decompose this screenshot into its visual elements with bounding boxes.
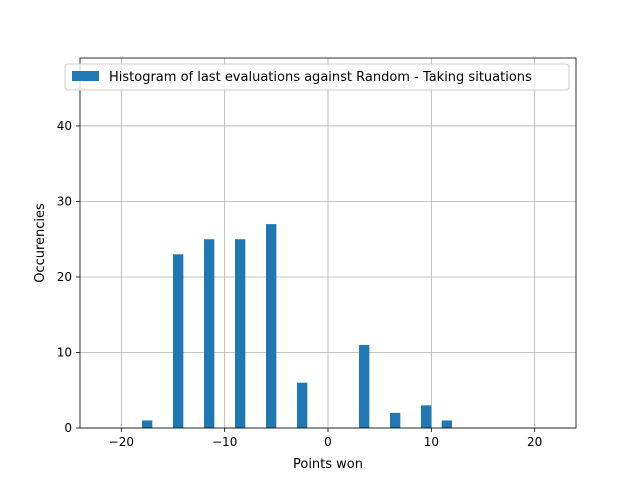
x-tick-label: 10 (424, 435, 439, 449)
x-tick-label: 0 (324, 435, 332, 449)
legend-swatch (72, 71, 99, 81)
histogram-bar (421, 405, 432, 428)
histogram-bar (142, 420, 153, 428)
bars (142, 224, 452, 428)
y-axis-ticks: 0 10 20 30 40 (57, 119, 80, 435)
y-tick-label: 10 (57, 345, 72, 359)
x-tick-label: −20 (109, 435, 134, 449)
x-axis-label: Points won (293, 457, 363, 472)
y-axis-label: Occurencies (33, 203, 48, 283)
x-axis-ticks: −20 −10 0 10 20 (109, 428, 542, 449)
histogram-bar (297, 382, 308, 428)
histogram-bar (359, 344, 370, 428)
y-tick-label: 30 (57, 194, 72, 208)
histogram-bar (441, 420, 452, 428)
y-tick-label: 20 (57, 270, 72, 284)
y-tick-label: 0 (64, 421, 72, 435)
histogram-bar (173, 254, 184, 428)
histogram-bar (266, 224, 277, 428)
histogram-bar (204, 239, 215, 428)
x-tick-label: 20 (527, 435, 542, 449)
histogram-bar (390, 412, 401, 428)
y-tick-label: 40 (57, 119, 72, 133)
legend: Histogram of last evaluations against Ra… (64, 63, 570, 91)
x-tick-label: −10 (212, 435, 237, 449)
legend-entry-label: Histogram of last evaluations against Ra… (109, 70, 532, 85)
histogram-bar (235, 239, 246, 428)
legend-frame (64, 63, 570, 91)
